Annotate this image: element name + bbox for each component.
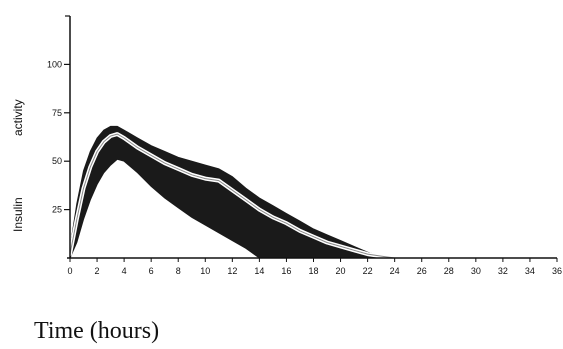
y-tick-label-25: 25 [52, 205, 62, 215]
x-tick-label-24: 24 [390, 266, 400, 276]
x-tick-label-6: 6 [149, 266, 154, 276]
x-axis-title: Time (hours) [34, 318, 159, 345]
x-tick-label-12: 12 [227, 266, 237, 276]
x-tick-label-18: 18 [308, 266, 318, 276]
x-tick-label-32: 32 [498, 266, 508, 276]
x-tick-label-34: 34 [525, 266, 535, 276]
x-tick-label-22: 22 [363, 266, 373, 276]
x-tick-label-0: 0 [67, 266, 72, 276]
x-tick-label-16: 16 [281, 266, 291, 276]
x-tick-label-28: 28 [444, 266, 454, 276]
x-tick-label-36: 36 [552, 266, 562, 276]
x-tick-label-20: 20 [336, 266, 346, 276]
x-tick-label-26: 26 [417, 266, 427, 276]
x-tick-label-2: 2 [95, 266, 100, 276]
y-tick-label-50: 50 [52, 156, 62, 166]
x-tick-label-8: 8 [176, 266, 181, 276]
y-tick-label-75: 75 [52, 108, 62, 118]
y-tick-label-100: 100 [47, 59, 62, 69]
x-tick-label-10: 10 [200, 266, 210, 276]
x-tick-label-14: 14 [254, 266, 264, 276]
y-axis-title-insulin: Insulin [11, 197, 25, 232]
x-tick-label-30: 30 [471, 266, 481, 276]
axes-layer [67, 16, 557, 258]
y-axis-title-activity: activity [11, 99, 25, 136]
x-tick-label-4: 4 [122, 266, 127, 276]
